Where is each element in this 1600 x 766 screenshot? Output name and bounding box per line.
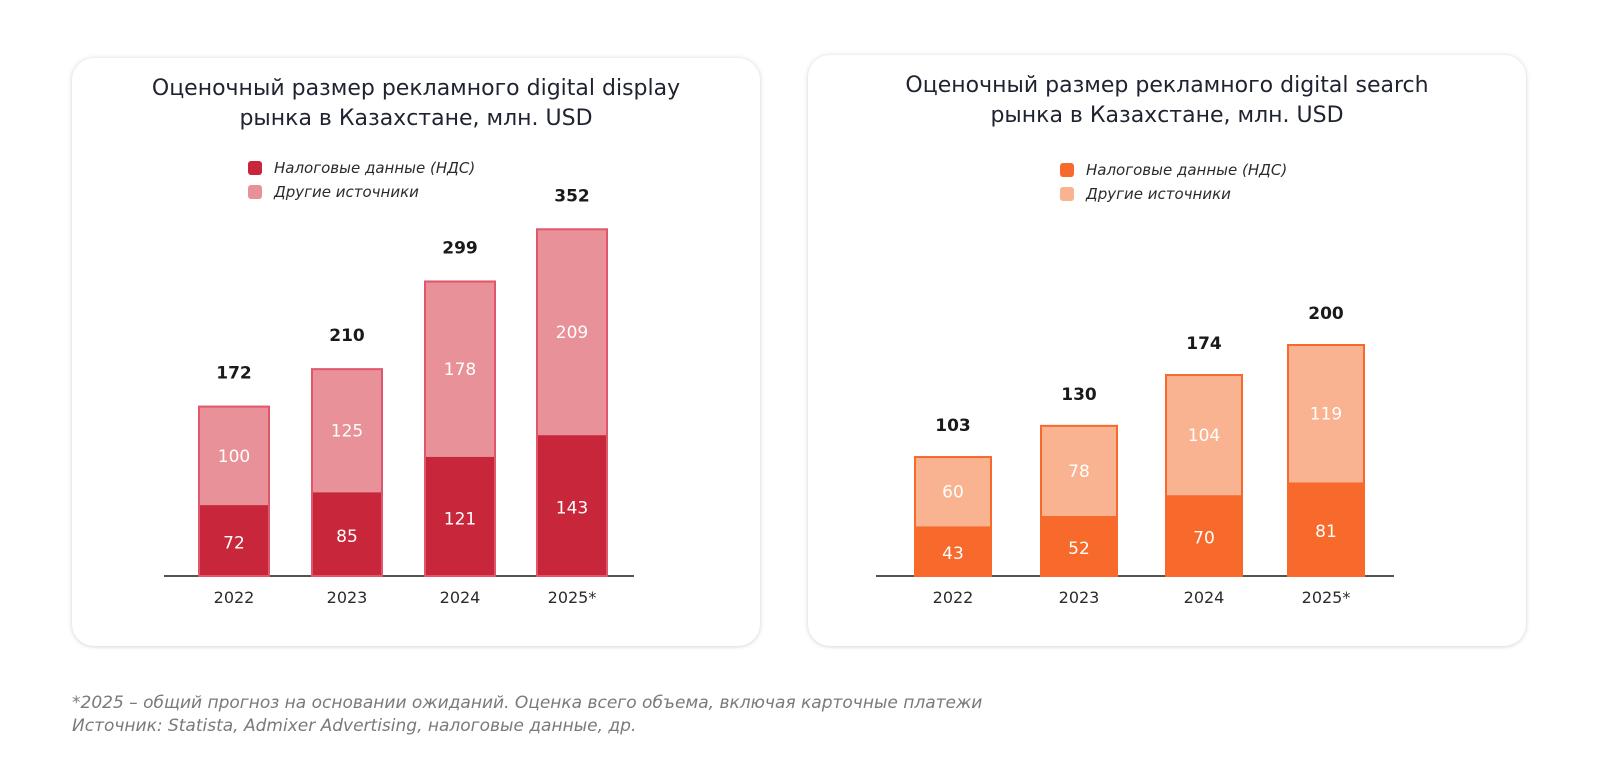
- legend-item-other: Другие источники: [1060, 182, 1287, 206]
- bar-other-2023: [1041, 425, 1117, 516]
- bar-other-2024: [425, 281, 495, 457]
- bar-tax-2025*: [1288, 482, 1364, 576]
- footnote-source: Источник: Statista, Admixer Advertising,…: [72, 716, 637, 736]
- data-label-tax-2023: 85: [336, 527, 358, 547]
- bar-outline-2024: [424, 280, 496, 578]
- search-chart-legend: Налоговые данные (НДС) Другие источники: [1060, 158, 1287, 206]
- total-label-2022: 172: [216, 364, 252, 384]
- data-label-other-2023: 78: [1068, 462, 1090, 482]
- display-chart-title: Оценочный размер рекламного digital disp…: [72, 74, 760, 134]
- total-label-2024: 299: [442, 238, 478, 258]
- data-label-other-2023: 125: [331, 422, 363, 442]
- x-tick-label-2023: 2023: [1059, 588, 1100, 607]
- legend-swatch-other: [248, 185, 262, 199]
- display-chart-card: Оценочный размер рекламного digital disp…: [72, 58, 760, 646]
- bar-outline-2023: [311, 368, 383, 577]
- legend-label-tax: Налоговые данные (НДС): [274, 159, 476, 177]
- data-label-other-2024: 178: [444, 360, 476, 380]
- bar-other-2025*: [1288, 345, 1364, 483]
- bar-tax-2022: [199, 505, 269, 576]
- x-tick-label-2022: 2022: [933, 588, 974, 607]
- legend-label-tax: Налоговые данные (НДС): [1086, 161, 1288, 179]
- bar-tax-2024: [425, 456, 495, 576]
- data-label-tax-2022: 43: [942, 544, 964, 564]
- x-tick-label-2022: 2022: [214, 588, 255, 607]
- data-label-other-2025*: 209: [556, 323, 588, 343]
- search-chart-plot: 60 43 103 2022 78 52 130 2023 104 70 174 2024 119 81 2…: [876, 304, 1394, 607]
- x-tick-label-2024: 2024: [1184, 588, 1225, 607]
- display-chart-plot: 100 72 172 2022 125 85 210 2023 178 121 299 2024 209…: [164, 186, 634, 607]
- bar-outline-2022: [198, 405, 270, 577]
- total-label-2024: 174: [1186, 334, 1222, 354]
- search-chart-card: Оценочный размер рекламного digital sear…: [808, 55, 1526, 646]
- legend-swatch-tax: [1060, 163, 1074, 177]
- data-label-tax-2022: 72: [223, 534, 245, 554]
- bar-outline-2025*: [1287, 344, 1365, 577]
- total-label-2025*: 200: [1308, 304, 1344, 324]
- data-label-other-2024: 104: [1188, 426, 1220, 446]
- search-chart-title: Оценочный размер рекламного digital sear…: [808, 71, 1526, 131]
- total-label-2023: 130: [1061, 385, 1097, 405]
- search-chart-title-line2: рынка в Казахстане, млн. USD: [990, 103, 1344, 128]
- legend-item-tax: Налоговые данные (НДС): [248, 156, 475, 180]
- display-chart-legend: Налоговые данные (НДС) Другие источники: [248, 156, 475, 204]
- data-label-other-2025*: 119: [1310, 405, 1342, 425]
- data-label-tax-2025*: 81: [1315, 522, 1337, 542]
- display-chart-title-line1: Оценочный размер рекламного digital disp…: [151, 76, 681, 101]
- bar-other-2024: [1166, 375, 1242, 496]
- display-chart-title-line2: рынка в Казахстане, млн. USD: [239, 106, 593, 131]
- data-label-other-2022: 60: [942, 483, 964, 503]
- total-label-2025*: 352: [554, 186, 590, 206]
- legend-swatch-other: [1060, 187, 1074, 201]
- bar-outline-2025*: [536, 228, 608, 577]
- bar-other-2025*: [537, 229, 607, 436]
- footnote: *2025 – общий прогноз на основании ожида…: [72, 692, 982, 738]
- bar-tax-2025*: [537, 435, 607, 576]
- bar-other-2022: [199, 406, 269, 506]
- legend-item-other: Другие источники: [248, 180, 475, 204]
- data-label-tax-2023: 52: [1068, 539, 1090, 559]
- legend-swatch-tax: [248, 161, 262, 175]
- bar-tax-2023: [312, 492, 382, 576]
- x-tick-label-2024: 2024: [440, 588, 481, 607]
- bar-outline-2024: [1165, 374, 1243, 577]
- bar-other-2022: [915, 457, 991, 527]
- total-label-2022: 103: [935, 416, 971, 436]
- x-tick-label-2025*: 2025*: [548, 588, 597, 607]
- bar-other-2023: [312, 369, 382, 493]
- legend-label-other: Другие источники: [1086, 185, 1231, 203]
- data-label-other-2022: 100: [218, 447, 250, 467]
- search-chart-title-line1: Оценочный размер рекламного digital sear…: [905, 73, 1429, 98]
- bar-tax-2022: [915, 526, 991, 576]
- bar-outline-2022: [914, 456, 992, 577]
- x-tick-label-2025*: 2025*: [1302, 588, 1351, 607]
- data-label-tax-2025*: 143: [556, 499, 588, 519]
- bar-outline-2023: [1040, 424, 1118, 577]
- legend-label-other: Другие источники: [274, 183, 419, 201]
- x-tick-label-2023: 2023: [327, 588, 368, 607]
- bar-tax-2023: [1041, 515, 1117, 576]
- data-label-tax-2024: 121: [444, 509, 476, 529]
- bar-tax-2024: [1166, 495, 1242, 576]
- footnote-forecast-note: *2025 – общий прогноз на основании ожида…: [72, 693, 983, 713]
- legend-item-tax: Налоговые данные (НДС): [1060, 158, 1287, 182]
- total-label-2023: 210: [329, 326, 365, 346]
- data-label-tax-2024: 70: [1193, 529, 1215, 549]
